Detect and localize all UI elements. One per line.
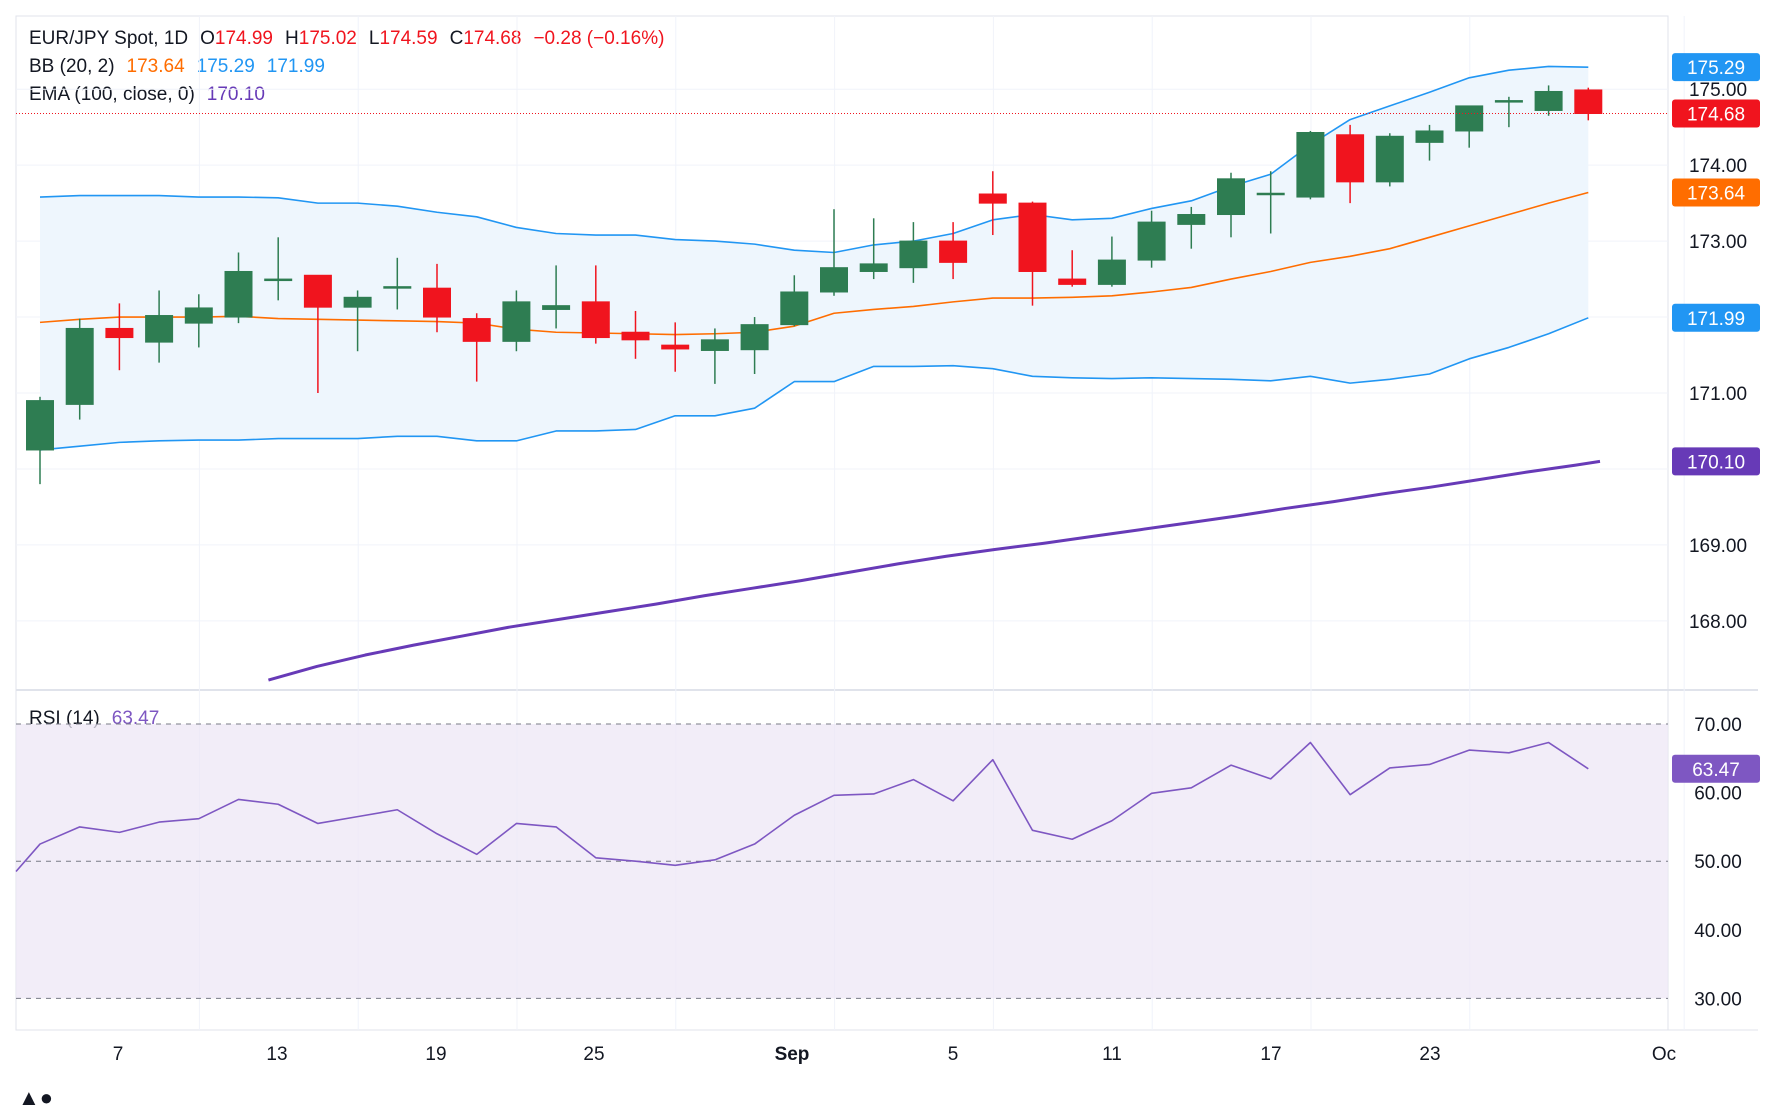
time-tick-label: 25 (583, 1044, 604, 1065)
candle-body (1415, 130, 1444, 143)
price-tick-label: 173.00 (1689, 232, 1747, 253)
candle-body (65, 327, 94, 405)
time-tick-label: 13 (266, 1044, 287, 1065)
rsi-tick-label: 50.00 (1694, 852, 1742, 873)
candle-body (1455, 105, 1484, 132)
candle-body (780, 291, 809, 326)
time-tick-label: 23 (1419, 1044, 1440, 1065)
price-tick-label: 169.00 (1689, 536, 1747, 557)
candle-body (1177, 214, 1206, 225)
last-close-price-tag-text: 174.68 (1687, 105, 1745, 126)
candle-body (26, 400, 54, 451)
high-value: 175.02 (298, 28, 357, 49)
price-tick-label: 175.00 (1689, 80, 1747, 101)
rsi-tick-label: 40.00 (1694, 921, 1742, 942)
candle-body (542, 305, 571, 310)
legend-bb: BB (20, 2) 173.64 175.29 171.99 (29, 56, 329, 78)
candle-body (343, 296, 372, 308)
candle-body (939, 240, 968, 263)
time-tick-label: Oc (1652, 1044, 1676, 1065)
rsi-line (15, 741, 1589, 873)
bb-lower-price-tag (1672, 303, 1760, 332)
low-value: 174.59 (379, 28, 438, 49)
rsi-band-fill (16, 724, 1668, 999)
bb-lower-value: 171.99 (266, 56, 325, 77)
candle-body (1137, 221, 1166, 261)
bb-lower-line (39, 317, 1589, 451)
bb-upper-price-tag-text: 175.29 (1687, 58, 1745, 79)
bb-lower-price-tag-text: 171.99 (1687, 309, 1745, 330)
candle-body (224, 270, 253, 318)
tradingview-logo: ▲● (18, 1085, 53, 1111)
bb-upper-value: 175.29 (196, 56, 255, 77)
candle-body (423, 287, 451, 318)
rsi-tick-label: 60.00 (1694, 784, 1742, 805)
open-label: O (200, 28, 215, 49)
candle-body (105, 327, 134, 339)
candle-body (1097, 259, 1126, 285)
symbol-label: EUR/JPY Spot, 1D (29, 28, 189, 49)
ema-price-tag (1672, 447, 1760, 476)
candle-body (978, 193, 1007, 204)
candle-body (303, 274, 332, 308)
candle-body (462, 318, 491, 342)
time-tick-label: Sep (775, 1044, 810, 1065)
candle-body (1534, 90, 1563, 111)
bb-middle-line (39, 191, 1589, 336)
rsi-tick-label: 70.00 (1694, 715, 1742, 736)
candle-body (621, 331, 650, 341)
rsi-price-tag-text: 63.47 (1692, 760, 1740, 781)
change-value: −0.28 (−0.16%) (533, 28, 665, 49)
candle-body (1256, 192, 1285, 196)
open-value: 174.99 (214, 28, 274, 49)
candle-body (1574, 89, 1603, 115)
ema-line (268, 459, 1601, 682)
time-tick-label: 7 (113, 1044, 124, 1065)
candle-body (1058, 278, 1087, 285)
rsi-price-tag (1672, 754, 1760, 783)
candle-body (145, 315, 174, 343)
rsi-tick-label: 30.00 (1694, 989, 1742, 1010)
candle-body (264, 278, 293, 282)
bb-mid-value: 173.64 (126, 56, 185, 77)
candle-body (1217, 178, 1245, 216)
candle-body (1296, 131, 1325, 198)
bb-fill (40, 66, 1589, 450)
candle-body (740, 324, 769, 351)
bb-middle-price-tag-text: 173.64 (1687, 183, 1746, 204)
high-label: H (285, 28, 299, 49)
candle-body (1018, 202, 1047, 272)
candle-body (184, 307, 213, 324)
ema-price-tag-text: 170.10 (1687, 452, 1745, 473)
bb-upper-price-tag (1672, 53, 1760, 82)
last-close-price-tag (1672, 99, 1760, 128)
candle-body (661, 344, 690, 350)
candle-body (1375, 135, 1404, 183)
candle-body (859, 263, 888, 272)
candle-body (700, 339, 729, 351)
bb-middle-price-tag (1672, 178, 1760, 207)
close-label: C (449, 28, 464, 49)
price-tick-label: 171.00 (1689, 384, 1747, 405)
time-tick-label: 5 (948, 1044, 959, 1065)
candle-body (1494, 100, 1523, 103)
candle-body (383, 286, 412, 289)
candle-body (820, 267, 848, 293)
bb-name: BB (20, 2) (29, 56, 115, 77)
legend-header: EUR/JPY Spot, 1D O174.99 H175.02 L174.59 C17… (29, 28, 668, 50)
low-label: L (368, 28, 380, 49)
time-tick-label: 17 (1260, 1044, 1281, 1065)
bb-upper-line (39, 65, 1589, 254)
close-value: 174.68 (463, 28, 522, 49)
time-tick-label: 11 (1102, 1044, 1122, 1065)
price-tick-label: 168.00 (1689, 612, 1747, 633)
candle-body (502, 301, 531, 342)
time-tick-label: 19 (425, 1044, 446, 1065)
tradingview-logo-icon: ▲● (18, 1085, 54, 1110)
candle-body (581, 301, 610, 339)
candle-body (1336, 134, 1365, 183)
price-chart[interactable]: 175.00 174.00 173.00 171.00 169.00 168.00 175.… (0, 0, 1778, 1080)
price-tick-label: 174.00 (1689, 156, 1747, 177)
candle-body (899, 240, 928, 269)
